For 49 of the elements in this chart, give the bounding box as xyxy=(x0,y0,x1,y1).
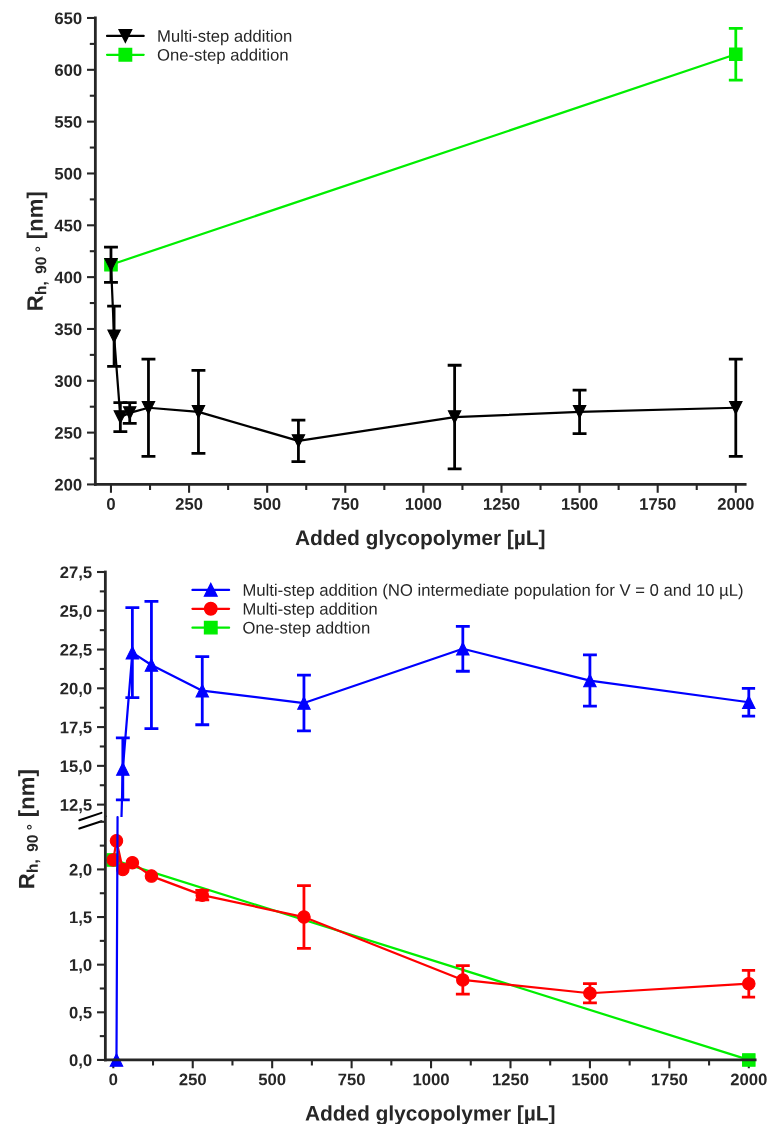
x-tick-label: 1500 xyxy=(562,498,598,510)
legend-label: Multi-step addition (NO intermediate population for V = 0 and 10 µL) xyxy=(243,583,743,600)
x-tick-label: 1750 xyxy=(640,498,676,510)
y-tick-label: 1,0 xyxy=(70,959,92,974)
x-tick-label: 1000 xyxy=(413,1073,449,1086)
y-tick-label: 1,5 xyxy=(70,911,92,926)
y-tick-label: 500 xyxy=(54,167,82,180)
legend-label: One-step addtion xyxy=(243,621,370,637)
x-tick-label: 1250 xyxy=(484,498,520,510)
y-tick-label: 550 xyxy=(54,116,82,128)
y-tick-label: 600 xyxy=(54,64,82,77)
legend-label: Multi-step addition xyxy=(243,602,377,619)
x-tick-label: 750 xyxy=(338,1073,365,1086)
y-tick-label: 350 xyxy=(54,323,82,336)
x-tick-label: 2000 xyxy=(730,1073,767,1086)
y-tick-label: 400 xyxy=(54,271,82,284)
y-tick-label: 17,5 xyxy=(60,721,92,736)
x-tick-label: 1500 xyxy=(572,1073,608,1086)
y-tick-label: 300 xyxy=(54,375,82,388)
y-tick-label: 450 xyxy=(54,219,82,232)
y-tick-label: 200 xyxy=(54,478,82,491)
y-tick-label: 0,5 xyxy=(69,1006,92,1021)
y-tick-label: 25,0 xyxy=(60,605,92,620)
x-tick-label: 1000 xyxy=(405,498,442,510)
y-tick-label: 2,0 xyxy=(69,863,92,879)
x-tick-label: 1750 xyxy=(651,1073,688,1086)
x-tick-label: 250 xyxy=(179,1073,206,1086)
y-axis-title: R$_{h, 90 °}$ [nm] xyxy=(18,770,41,888)
x-tick-label: 250 xyxy=(175,498,203,510)
x-tick-label: 0 xyxy=(109,1073,118,1086)
x-axis-title: Added glycopolymer [µL] xyxy=(295,529,545,550)
x-tick-label: 0 xyxy=(107,498,115,510)
y-tick-label: 650 xyxy=(54,12,82,25)
x-tick-label: 500 xyxy=(253,498,281,510)
y-tick-label: 0,0 xyxy=(69,1054,92,1069)
x-tick-label: 750 xyxy=(332,498,359,510)
y-tick-label: 12,5 xyxy=(60,799,92,814)
x-tick-label: 2000 xyxy=(717,498,754,510)
y-tick-label: 22,5 xyxy=(60,643,92,659)
y-tick-label: 27,5 xyxy=(60,566,92,581)
y-tick-label: 20,0 xyxy=(60,682,92,697)
x-tick-label: 500 xyxy=(258,1073,286,1086)
x-axis-title: Added glycopolymer [µL] xyxy=(305,1105,555,1124)
y-tick-label: 250 xyxy=(54,427,82,439)
y-tick-label: 15,0 xyxy=(60,760,92,775)
y-axis-title: R$_{h, 90 °}$ [nm] xyxy=(26,192,49,310)
legend-label: One-step addition xyxy=(157,48,288,65)
x-tick-label: 1250 xyxy=(493,1073,529,1086)
legend-label: Multi-step addition xyxy=(158,29,292,46)
